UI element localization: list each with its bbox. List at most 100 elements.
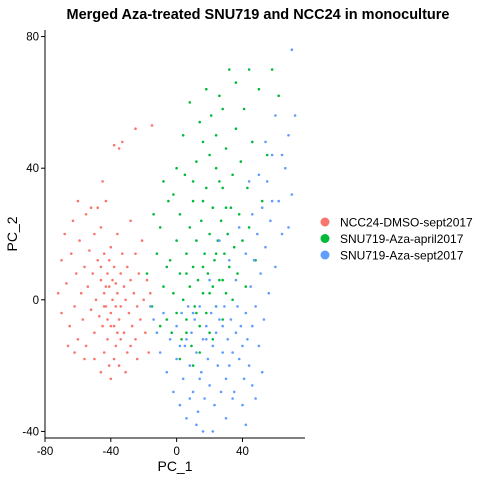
data-point-1-29 xyxy=(200,219,203,223)
data-point-2-62 xyxy=(267,291,271,295)
data-point-0-24 xyxy=(96,259,99,262)
data-point-1-24 xyxy=(193,305,196,308)
data-point-2-43 xyxy=(236,305,239,308)
chart-title: Merged Aza-treated SNU719 and NCC24 in m… xyxy=(67,7,450,23)
data-point-0-42 xyxy=(116,291,119,295)
data-point-0-15 xyxy=(84,213,88,216)
data-point-1-37 xyxy=(208,331,211,335)
data-point-0-29 xyxy=(102,291,106,295)
data-point-1-74 xyxy=(270,68,274,71)
data-point-0-41 xyxy=(114,344,118,348)
data-point-2-30 xyxy=(214,331,218,335)
data-point-2-98 xyxy=(280,153,284,157)
data-point-1-35 xyxy=(206,272,210,275)
data-point-2-66 xyxy=(277,199,281,203)
data-point-2-13 xyxy=(186,305,190,308)
data-point-1-89 xyxy=(181,134,185,137)
data-point-2-9 xyxy=(180,311,183,315)
x-tick-label-3: 40 xyxy=(236,446,249,458)
data-point-1-41 xyxy=(213,259,216,262)
data-point-0-33 xyxy=(106,338,109,341)
data-point-0-0 xyxy=(56,291,60,295)
data-point-1-14 xyxy=(180,338,183,341)
data-point-2-83 xyxy=(155,331,159,335)
data-point-1-36 xyxy=(208,232,211,236)
data-point-1-58 xyxy=(231,173,234,177)
data-point-1-23 xyxy=(191,199,195,203)
data-point-2-106 xyxy=(195,423,198,427)
data-point-1-69 xyxy=(251,140,254,144)
data-point-1-26 xyxy=(195,160,198,163)
data-point-2-37 xyxy=(226,338,229,341)
data-point-2-48 xyxy=(244,311,248,315)
data-point-1-48 xyxy=(221,318,224,321)
data-point-0-8 xyxy=(73,305,76,308)
data-point-1-81 xyxy=(198,351,201,354)
data-point-1-34 xyxy=(205,186,208,190)
data-point-1-16 xyxy=(183,173,187,177)
data-point-0-25 xyxy=(98,315,101,318)
data-point-0-44 xyxy=(117,318,121,321)
data-point-2-12 xyxy=(185,417,188,420)
data-point-1-2 xyxy=(155,252,159,255)
data-point-2-91 xyxy=(178,344,182,348)
data-point-2-55 xyxy=(255,232,259,236)
data-point-1-87 xyxy=(198,120,201,124)
data-point-0-96 xyxy=(116,331,119,335)
data-point-1-54 xyxy=(228,265,231,269)
data-point-0-83 xyxy=(112,357,116,361)
data-point-1-19 xyxy=(188,285,192,288)
data-point-0-40 xyxy=(114,282,118,285)
data-point-2-58 xyxy=(260,206,264,209)
data-point-1-25 xyxy=(195,239,198,242)
x-tick-label-0: -80 xyxy=(37,446,54,458)
data-point-0-9 xyxy=(75,272,78,275)
data-point-0-91 xyxy=(109,377,113,381)
data-point-2-20 xyxy=(198,305,201,308)
data-point-0-59 xyxy=(134,338,137,341)
data-point-0-73 xyxy=(150,124,154,127)
data-point-1-55 xyxy=(228,68,231,71)
data-point-2-4 xyxy=(168,338,172,341)
data-point-0-50 xyxy=(124,298,127,302)
y-axis-ticks: -40 0 40 80 xyxy=(22,32,45,438)
data-point-2-60 xyxy=(264,245,267,249)
data-point-0-20 xyxy=(91,272,94,275)
data-point-1-102 xyxy=(152,213,155,216)
data-point-1-59 xyxy=(232,245,236,249)
data-point-2-81 xyxy=(244,423,248,427)
data-point-2-71 xyxy=(293,114,297,117)
data-point-2-103 xyxy=(218,239,221,242)
data-point-1-46 xyxy=(218,94,221,98)
data-point-0-5 xyxy=(68,324,71,328)
data-point-2-63 xyxy=(269,219,272,223)
data-point-2-42 xyxy=(234,331,238,335)
data-point-2-17 xyxy=(193,318,196,321)
data-point-0-80 xyxy=(93,357,96,361)
data-point-0-7 xyxy=(71,219,75,223)
data-point-1-53 xyxy=(226,232,229,236)
data-point-0-63 xyxy=(140,239,144,242)
data-point-1-28 xyxy=(198,324,201,328)
data-point-2-14 xyxy=(188,364,192,367)
data-point-0-48 xyxy=(122,331,126,335)
data-point-1-73 xyxy=(265,153,269,157)
data-point-1-84 xyxy=(214,134,218,137)
data-point-2-23 xyxy=(203,397,206,400)
data-point-0-92 xyxy=(119,338,122,341)
data-point-0-39 xyxy=(112,324,116,328)
data-point-1-32 xyxy=(203,252,206,255)
data-point-1-20 xyxy=(188,226,192,229)
data-point-1-104 xyxy=(211,338,215,341)
data-point-0-13 xyxy=(81,318,85,321)
data-point-0-60 xyxy=(135,305,139,308)
data-point-1-76 xyxy=(158,324,162,328)
data-point-2-2 xyxy=(162,311,165,315)
data-point-1-94 xyxy=(234,81,238,84)
data-point-1-101 xyxy=(221,278,224,282)
data-point-2-5 xyxy=(172,390,175,394)
data-point-2-8 xyxy=(178,403,182,407)
data-point-2-32 xyxy=(218,318,221,321)
data-point-2-69 xyxy=(287,226,290,229)
data-point-0-90 xyxy=(99,370,103,374)
